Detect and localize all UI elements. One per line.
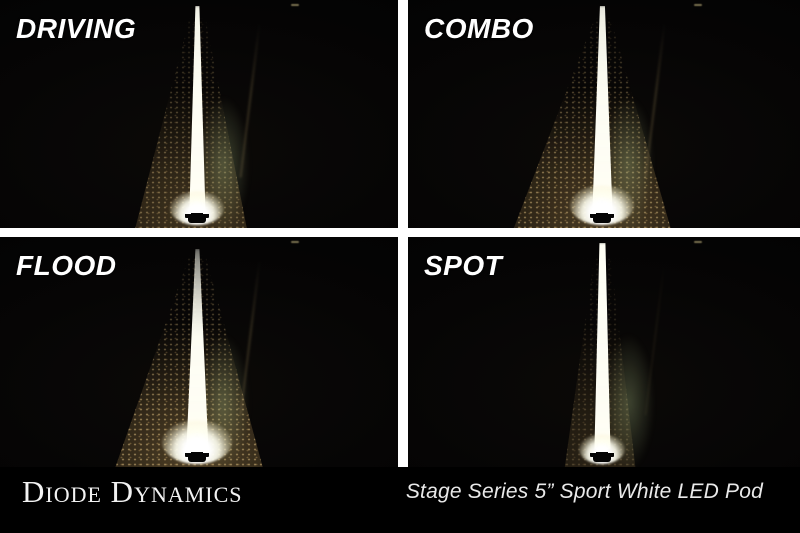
led-pod-silhouette <box>593 215 612 223</box>
product-name: Stage Series 5” Sport White LED Pod <box>405 480 763 503</box>
panel-label-flood: FLOOD <box>16 250 117 281</box>
panel-flood: FLOOD <box>0 237 398 467</box>
distant-horizon-light <box>290 241 299 243</box>
panel-label-spot: SPOT <box>424 250 503 281</box>
led-pod-silhouette <box>188 454 207 462</box>
panel-driving: DRIVING <box>0 0 398 228</box>
panel-spot: SPOT <box>408 237 800 467</box>
distant-horizon-light <box>290 4 299 6</box>
distant-horizon-light <box>694 241 703 243</box>
horizontal-divider <box>0 228 800 237</box>
led-pod-silhouette <box>188 215 207 223</box>
led-pod-silhouette <box>593 454 612 462</box>
panel-combo: COMBO <box>408 0 800 228</box>
brand-wordmark: Diode Dynamics <box>22 474 243 509</box>
panel-label-driving: DRIVING <box>16 13 137 44</box>
distant-horizon-light <box>694 4 703 6</box>
caption-bar: Diode Dynamics Stage Series 5” Sport Whi… <box>0 467 800 533</box>
panel-label-combo: COMBO <box>424 13 534 44</box>
